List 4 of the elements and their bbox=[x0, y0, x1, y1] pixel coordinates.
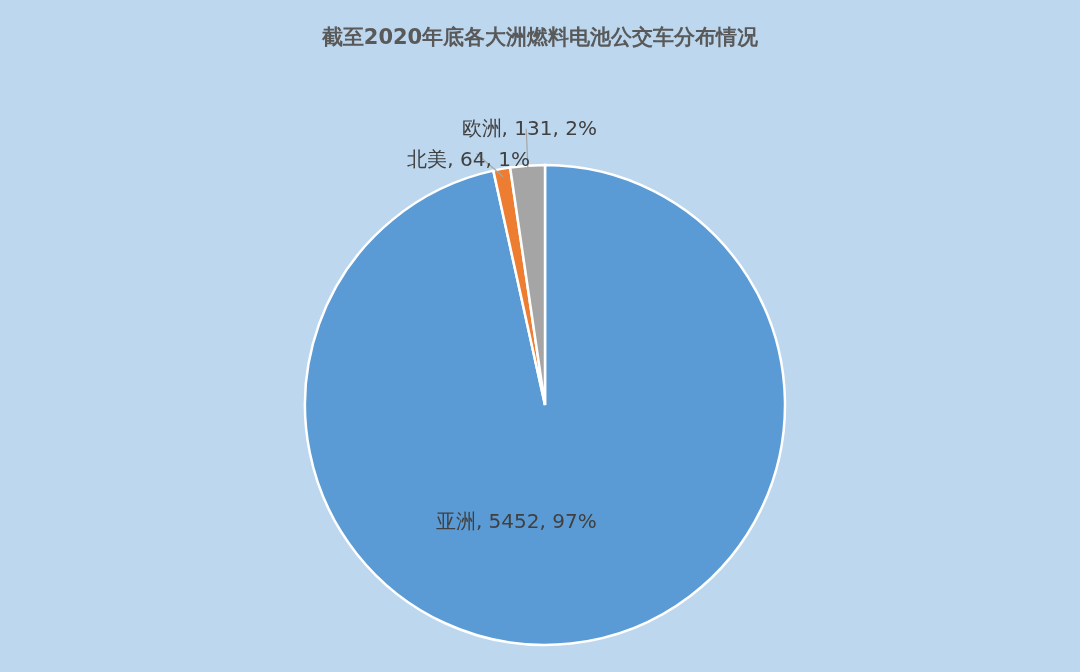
slice-label: 北美, 64, 1% bbox=[407, 146, 530, 171]
chart-title: 截至2020年底各大洲燃料电池公交车分布情况 bbox=[320, 25, 760, 49]
slice-label: 亚洲, 5452, 97% bbox=[435, 508, 597, 533]
slice-label: 欧洲, 131, 2% bbox=[461, 115, 597, 140]
